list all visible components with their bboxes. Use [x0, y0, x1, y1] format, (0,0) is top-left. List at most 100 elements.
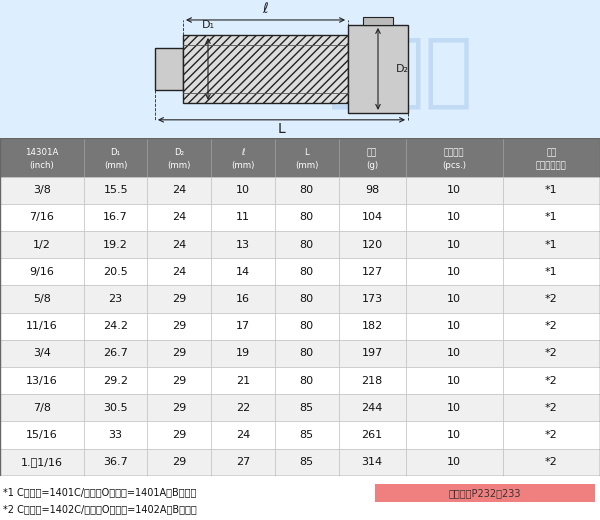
Text: 23: 23 [109, 294, 123, 304]
Bar [0, 177, 84, 204]
Bar [84, 313, 148, 340]
Bar [338, 285, 406, 313]
Text: リング・ピン: リング・ピン [536, 161, 567, 170]
Bar [375, 484, 595, 502]
Bar [275, 394, 338, 421]
Bar [84, 231, 148, 258]
Text: 10: 10 [447, 430, 461, 440]
Text: 包装個数: 包装個数 [444, 148, 464, 157]
Bar [211, 285, 275, 313]
Bar [148, 258, 211, 285]
Bar [211, 177, 275, 204]
Bar [406, 177, 503, 204]
Text: 29: 29 [172, 348, 187, 358]
Text: 11: 11 [236, 213, 250, 223]
Bar [0, 313, 84, 340]
Bar [363, 17, 393, 25]
Text: *2: *2 [545, 457, 558, 467]
Bar [0, 367, 84, 394]
Bar [84, 285, 148, 313]
Bar [211, 231, 275, 258]
Bar [503, 421, 600, 449]
Bar [84, 138, 148, 177]
Text: 173: 173 [362, 294, 383, 304]
Text: 24: 24 [172, 185, 187, 196]
Text: 10: 10 [236, 185, 250, 196]
Bar [84, 449, 148, 476]
Text: 7/8: 7/8 [33, 403, 51, 413]
Bar [148, 138, 211, 177]
Text: 19: 19 [236, 348, 250, 358]
Bar [338, 313, 406, 340]
Bar [275, 367, 338, 394]
Text: 21: 21 [236, 375, 250, 386]
Text: 29: 29 [172, 403, 187, 413]
Bar [148, 231, 211, 258]
Text: 10: 10 [447, 240, 461, 250]
Bar [275, 421, 338, 449]
Bar [183, 35, 348, 103]
Text: 29: 29 [172, 375, 187, 386]
Text: 80: 80 [299, 321, 314, 331]
Text: 10: 10 [447, 348, 461, 358]
Bar [338, 367, 406, 394]
Bar [406, 421, 503, 449]
Text: 24: 24 [236, 430, 250, 440]
Bar [503, 313, 600, 340]
Text: 261: 261 [362, 430, 383, 440]
Bar [406, 204, 503, 231]
Text: 80: 80 [299, 294, 314, 304]
Text: (inch): (inch) [29, 161, 54, 170]
Text: 10: 10 [447, 321, 461, 331]
Bar [406, 367, 503, 394]
Text: 3/4: 3/4 [33, 348, 51, 358]
Bar [211, 204, 275, 231]
Text: 10: 10 [447, 213, 461, 223]
Bar [0, 285, 84, 313]
Bar [0, 231, 84, 258]
Bar [338, 394, 406, 421]
Text: 10: 10 [447, 457, 461, 467]
Bar [406, 138, 503, 177]
Bar [148, 340, 211, 367]
Bar [148, 177, 211, 204]
Text: 244: 244 [361, 403, 383, 413]
Bar [275, 231, 338, 258]
Bar [275, 177, 338, 204]
Bar [406, 231, 503, 258]
Text: 10: 10 [447, 403, 461, 413]
Bar [338, 231, 406, 258]
Text: 80: 80 [299, 185, 314, 196]
Bar [84, 421, 148, 449]
Text: 24: 24 [172, 213, 187, 223]
Text: 10: 10 [447, 267, 461, 277]
Text: *1: *1 [545, 240, 558, 250]
Bar [0, 421, 84, 449]
Text: 182: 182 [361, 321, 383, 331]
Text: 19.2: 19.2 [103, 240, 128, 250]
Text: 16: 16 [236, 294, 250, 304]
Text: 80: 80 [299, 240, 314, 250]
Text: *1: *1 [545, 185, 558, 196]
Bar [155, 48, 183, 90]
Text: 120: 120 [362, 240, 383, 250]
Text: 15/16: 15/16 [26, 430, 58, 440]
Bar [406, 313, 503, 340]
Text: ℓ: ℓ [263, 2, 268, 16]
Bar [406, 340, 503, 367]
Bar [211, 138, 275, 177]
Bar [148, 367, 211, 394]
Text: 22: 22 [236, 403, 250, 413]
Text: 80: 80 [299, 348, 314, 358]
Bar [338, 340, 406, 367]
Bar [275, 313, 338, 340]
Bar [0, 258, 84, 285]
Text: 11/16: 11/16 [26, 321, 58, 331]
Text: *2: *2 [545, 321, 558, 331]
Bar [211, 421, 275, 449]
Bar [275, 258, 338, 285]
Text: 14: 14 [236, 267, 250, 277]
Text: L: L [278, 122, 286, 136]
Bar [406, 285, 503, 313]
Text: 85: 85 [299, 403, 314, 413]
